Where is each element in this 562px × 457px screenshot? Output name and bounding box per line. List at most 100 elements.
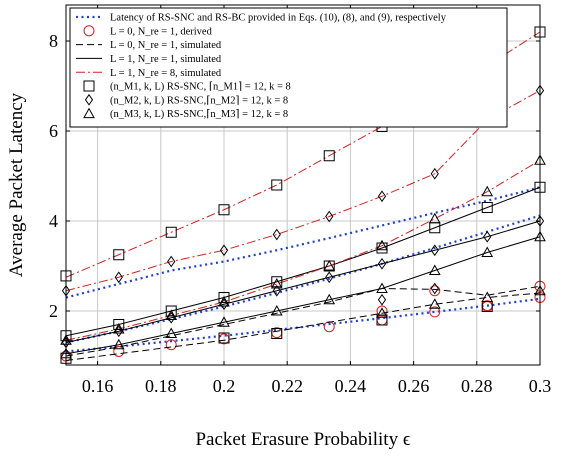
series-line [65, 90, 541, 292]
diamond-marker [430, 282, 439, 295]
triangle-marker [428, 212, 441, 224]
diamond-marker [219, 244, 229, 257]
square-marker [113, 319, 125, 330]
x-tick-label: 0.28 [461, 376, 493, 396]
square-marker [323, 150, 335, 162]
circle-marker [83, 25, 95, 37]
y-tick-label: 6 [49, 121, 58, 141]
series-2 [65, 285, 541, 361]
x-tick-label: 0.22 [271, 376, 303, 396]
series-0 [65, 186, 541, 353]
diamond-marker [483, 230, 492, 243]
series-line [65, 285, 541, 357]
legend-box [69, 7, 508, 128]
circle-marker [113, 346, 125, 357]
square-marker [113, 249, 125, 261]
x-tick-label: 0.2 [213, 376, 236, 396]
x-tick-label: 0.16 [82, 376, 114, 396]
diamond-marker [272, 228, 281, 241]
triangle-marker [218, 316, 230, 327]
x-tick-label: 0.3 [529, 376, 552, 396]
square-marker [271, 276, 283, 288]
diamond-marker [430, 244, 439, 257]
y-tick-label: 2 [49, 301, 58, 321]
diamond-marker [377, 190, 387, 203]
y-tick-label: 8 [49, 31, 58, 51]
triangle-marker [270, 277, 283, 289]
x-axis-label: Packet Erasure Probability ϵ [195, 429, 410, 450]
square-marker [271, 179, 283, 191]
diamond-marker [377, 293, 387, 306]
x-tick-label: 0.18 [145, 376, 177, 396]
y-tick-label: 4 [49, 211, 58, 231]
y-axis-label: Average Packet Latency [6, 92, 27, 277]
triangle-marker [165, 309, 178, 320]
diamond-marker [84, 93, 94, 106]
diamond-marker [219, 298, 229, 311]
diamond-marker [430, 167, 439, 180]
square-marker [271, 328, 283, 339]
triangle-marker [112, 338, 125, 350]
square-marker [481, 202, 493, 213]
square-marker [83, 80, 95, 92]
series-line [65, 220, 541, 343]
triangle-marker [428, 298, 441, 309]
legend-entry-label: (n_M1, k, L) RS-SNC, ⌈n_M1⌉ = 12, k = 8 [110, 82, 291, 93]
triangle-marker [270, 304, 283, 316]
series-line [65, 236, 541, 355]
square-marker [218, 292, 230, 303]
series-line [65, 159, 541, 341]
series-line [65, 186, 541, 299]
triangle-marker [323, 293, 336, 305]
triangle-marker [323, 259, 336, 271]
diamond-marker [167, 255, 176, 268]
triangle-marker [83, 107, 95, 119]
triangle-marker [165, 327, 178, 338]
triangle-marker [481, 291, 494, 302]
square-marker [165, 226, 177, 238]
legend-entry-label: L = 1, N_re = 8, simulated [110, 68, 222, 79]
triangle-marker [218, 295, 230, 307]
series-line [65, 214, 541, 344]
triangle-marker [376, 282, 388, 293]
diamond-marker [325, 210, 334, 223]
square-marker [376, 242, 388, 254]
x-tick-label: 0.24 [335, 376, 367, 396]
triangle-marker [481, 246, 494, 257]
triangle-marker [376, 307, 388, 318]
circle-marker [165, 339, 177, 351]
square-marker [165, 305, 177, 317]
ticks: 0.16 0.18 0.2 0.22 0.24 0.26 0.28 0.3 2 4 6 8 [49, 5, 551, 396]
diamond-marker [325, 271, 334, 284]
legend: Latency of RS-SNC and RS-BC provided in … [69, 7, 508, 128]
diamond-marker [114, 271, 123, 284]
series-group [60, 26, 546, 364]
circle-marker [429, 285, 441, 297]
legend-entry-label: L = 0, N_re = 1, simulated [110, 40, 222, 51]
square-marker [218, 332, 230, 344]
legend-entry-label: L = 0, N_re = 1, derived [110, 26, 213, 37]
diamond-marker [272, 284, 281, 297]
triangle-marker [428, 264, 441, 275]
legend-entry-label: (n_M2, k, L) RS-SNC,⌈n_M2⌉ = 12, k = 8 [110, 95, 288, 106]
series-line [65, 31, 541, 278]
diamond-marker [167, 311, 176, 324]
triangle-marker [481, 185, 494, 197]
triangle-marker [376, 239, 388, 251]
diamond-marker [114, 325, 123, 338]
legend-entry-label: Latency of RS-SNC and RS-BC provided in … [110, 13, 447, 24]
legend-entry-label: (n_M3, k, L) RS-SNC,⌈n_M3⌉ = 12, k = 8 [110, 109, 288, 120]
series-line [65, 297, 541, 353]
plot-frame [65, 4, 541, 366]
legend-entry-label: L = 1, N_re = 1, simulated [110, 54, 222, 65]
series-3 [65, 186, 541, 355]
series-7 [60, 154, 546, 359]
circle-marker [429, 306, 441, 318]
square-marker [376, 314, 388, 326]
diamond-marker [377, 257, 387, 270]
square-marker [218, 204, 230, 216]
triangle-marker [112, 322, 125, 334]
circle-marker [376, 305, 388, 317]
series-line [65, 292, 541, 361]
